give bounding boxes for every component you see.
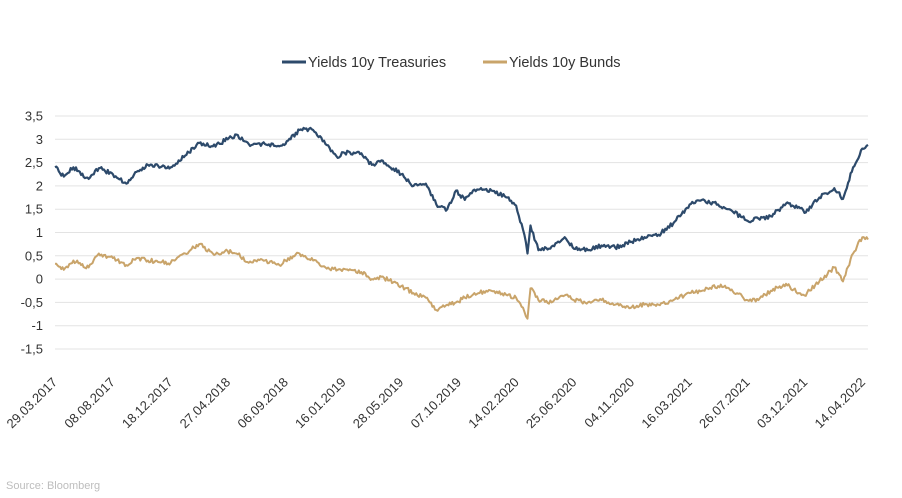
x-tick-label: 03.12.2021 [754,375,811,432]
x-tick-label: 16.03.2021 [638,375,695,432]
gridlines [55,115,868,350]
x-tick-label: 14.04.2022 [811,375,868,432]
legend-label-treasuries: Yields 10y Treasuries [308,55,446,71]
y-tick-label: 3 [36,132,43,147]
legend-label-bunds: Yields 10y Bunds [509,55,621,71]
y-tick-label: 0 [36,272,43,287]
x-tick-label: 29.03.2017 [3,375,60,432]
series-line-bunds [54,236,869,320]
y-tick-label: 1 [36,225,43,240]
x-tick-label: 06.09.2018 [234,375,291,432]
y-tick-label: 2,5 [25,155,43,170]
x-tick-label: 14.02.2020 [465,375,522,432]
x-tick-label: 18.12.2017 [119,375,176,432]
x-tick-label: 04.11.2020 [581,375,637,431]
source-note: Source: Bloomberg [6,480,100,492]
x-tick-label: 26.07.2021 [696,375,753,432]
y-axis-ticks: 3,5 3 2,5 2 1,5 1 0,5 0 -0,5 -1 -1,5 [21,109,43,357]
legend-item-treasuries: Yields 10y Treasuries [282,55,446,71]
y-tick-label: 1,5 [25,202,43,217]
x-tick-label: 28.05.2019 [350,375,407,432]
data-series [54,126,869,320]
y-tick-label: 2 [36,178,43,193]
chart-legend: Yields 10y Treasuries Yields 10y Bunds [282,55,621,71]
y-tick-label: -0,5 [21,295,43,310]
y-tick-label: 3,5 [25,109,43,124]
x-tick-label: 27.04.2018 [177,375,234,432]
y-tick-label: -1,5 [21,342,43,357]
x-tick-label: 16.01.2019 [292,375,349,432]
x-tick-label: 08.08.2017 [61,375,118,432]
x-tick-label: 25.06.2020 [523,375,580,432]
x-axis-ticks: 29.03.2017 08.08.2017 18.12.2017 27.04.2018… [3,375,868,432]
y-tick-label: -1 [31,318,43,333]
x-tick-label: 07.10.2019 [407,375,464,432]
legend-item-bunds: Yields 10y Bunds [483,55,621,71]
y-tick-label: 0,5 [25,248,43,263]
series-line-treasuries [54,126,869,255]
